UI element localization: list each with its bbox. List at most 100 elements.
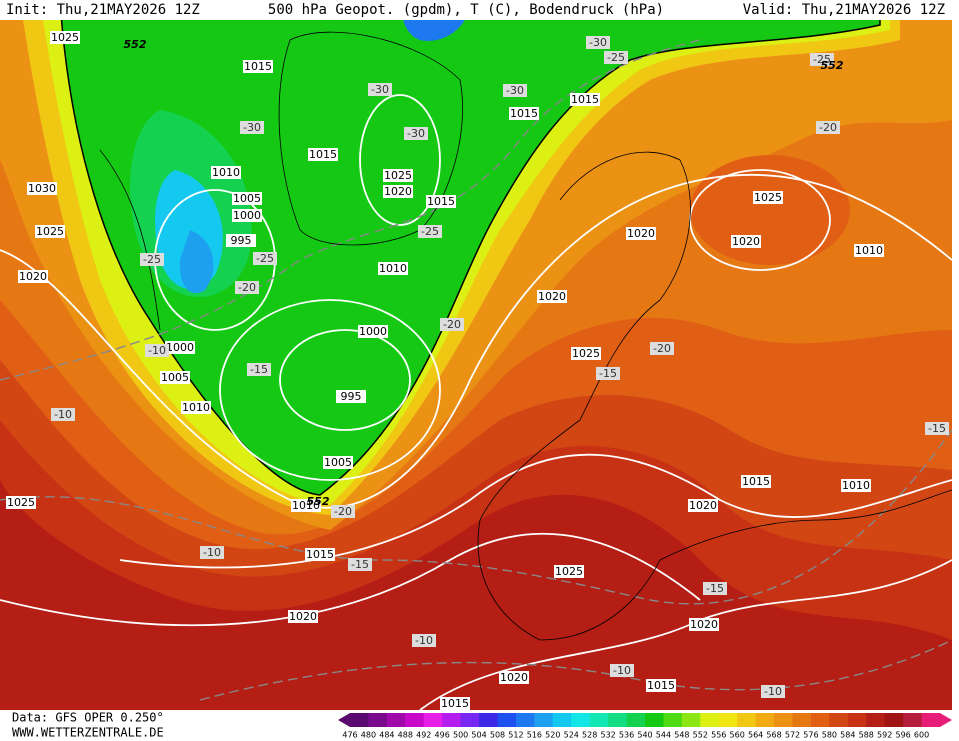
- map: [0, 0, 952, 710]
- temperature-label-bg: [235, 281, 259, 294]
- isobar-label-bg: [288, 610, 318, 623]
- isobar-label: 1015: [742, 475, 770, 488]
- temperature-label-bg: [348, 558, 372, 571]
- isobar-label-bg: [753, 191, 783, 204]
- isobar-label-bg: [378, 262, 408, 275]
- temperature-label-bg: [368, 83, 392, 96]
- isobar-label-bg: [181, 401, 211, 414]
- colorbar-label: 568: [766, 731, 781, 740]
- colorbar-label: 508: [490, 731, 505, 740]
- isobar-label: 995: [341, 390, 362, 403]
- isobar-label-bg: [308, 148, 338, 161]
- isobar-label-bg: [6, 496, 36, 509]
- temperature-label-bg: [440, 318, 464, 331]
- data-source: Data: GFS OPER 0.250°: [12, 711, 164, 725]
- isobar-label: 1015: [510, 107, 538, 120]
- colorbar-label: 512: [508, 731, 523, 740]
- colorbar-label: 600: [914, 731, 929, 740]
- isobar-label: 1020: [690, 618, 718, 631]
- isobar-label: 1025: [555, 565, 583, 578]
- temperature-label-bg: [503, 84, 527, 97]
- contour-label: 552: [124, 38, 147, 51]
- isobar-label: 1020: [289, 610, 317, 623]
- colorbar-swatch: [608, 713, 628, 727]
- temperature-label: -20: [819, 121, 837, 134]
- isobar-label-bg: [27, 182, 57, 195]
- colorbar-label: 492: [416, 731, 431, 740]
- temperature-label-bg: [650, 342, 674, 355]
- colorbar-swatch: [847, 713, 867, 727]
- valid-time: Valid: Thu,21MAY2026 12Z: [743, 2, 945, 18]
- isobar-label: 1000: [359, 325, 387, 338]
- temperature-label-bg: [51, 408, 75, 421]
- map-labels: 1025 1015 1015 1010 1005 1000 995 1025 1020 1015 1…: [6, 31, 949, 710]
- temperature-label-bg: [596, 367, 620, 380]
- isobar-label-bg: [226, 234, 256, 247]
- colorbar-label: 496: [435, 731, 450, 740]
- contour-label: 552: [821, 59, 844, 72]
- temperature-label-bg: [586, 36, 610, 49]
- contour-552: [59, 0, 881, 496]
- isobar-label-bg: [243, 60, 273, 73]
- header-bar: [0, 0, 959, 20]
- isobar-label: 1010: [379, 262, 407, 275]
- isobar-label: 1020: [627, 227, 655, 240]
- colorbar-swatch: [921, 713, 941, 727]
- contour-label: 552: [307, 495, 330, 508]
- colorbar-swatch: [589, 713, 609, 727]
- colorbar-label: 584: [840, 731, 855, 740]
- isobar-label-bg: [232, 192, 262, 205]
- isobar-label-bg: [383, 185, 413, 198]
- temperature-label: -20: [238, 281, 256, 294]
- temperature-label: -25: [256, 252, 274, 265]
- temperature-label: -20: [443, 318, 461, 331]
- colorbar-swatch: [552, 713, 572, 727]
- isobar-label-bg: [688, 499, 718, 512]
- temperature-label-bg: [412, 634, 436, 647]
- temperature-label-bg: [604, 51, 628, 64]
- colorbar-swatch: [534, 713, 554, 727]
- colorbar-label: 580: [822, 731, 837, 740]
- isobar-label: 1020: [500, 671, 528, 684]
- isobar-label: 1015: [427, 195, 455, 208]
- isobar-label-bg: [232, 209, 262, 222]
- colorbar-label: 516: [527, 731, 542, 740]
- isobar-label: 1025: [51, 31, 79, 44]
- colorbar-swatch: [700, 713, 720, 727]
- colorbar-swatch: [663, 713, 683, 727]
- isobar-label: 1025: [384, 169, 412, 182]
- isobar-label-bg: [499, 671, 529, 684]
- field-warm-core: [690, 155, 850, 265]
- colorbar-label: 560: [730, 731, 745, 740]
- isobar-label-bg: [18, 270, 48, 283]
- temperature-label: -30: [407, 127, 425, 140]
- colorbar-swatch: [810, 713, 830, 727]
- isobar-label: 1020: [689, 499, 717, 512]
- temperature-label: -10: [764, 685, 782, 698]
- isotherms: [0, 39, 952, 701]
- temperature-label-bg: [253, 252, 277, 265]
- isobar-label: 1005: [324, 456, 352, 469]
- colorbar-arrow-left: [338, 713, 350, 727]
- temperature-label-bg: [404, 127, 428, 140]
- temperature-label: -30: [506, 84, 524, 97]
- map-title: 500 hPa Geopot. (gpdm), T (C), Bodendruc…: [268, 2, 664, 18]
- colorbar-swatch: [755, 713, 775, 727]
- temperature-label: -15: [706, 582, 724, 595]
- colorbar-swatch: [884, 713, 904, 727]
- colorbar-swatch: [460, 713, 480, 727]
- temperature-label-bg: [140, 253, 164, 266]
- temperature-label-bg: [240, 121, 264, 134]
- isobar-label-bg: [211, 166, 241, 179]
- isobar-label-bg: [383, 169, 413, 182]
- colorbar-label: 480: [361, 731, 376, 740]
- colorbar-label: 548: [674, 731, 689, 740]
- colorbar-label: 528: [582, 731, 597, 740]
- colorbar-swatch: [423, 713, 443, 727]
- isobar-label-bg: [165, 341, 195, 354]
- colorbar-label: 536: [619, 731, 634, 740]
- temperature-label-bg: [418, 225, 442, 238]
- temperature-label-bg: [703, 582, 727, 595]
- temperature-label-bg: [810, 53, 834, 66]
